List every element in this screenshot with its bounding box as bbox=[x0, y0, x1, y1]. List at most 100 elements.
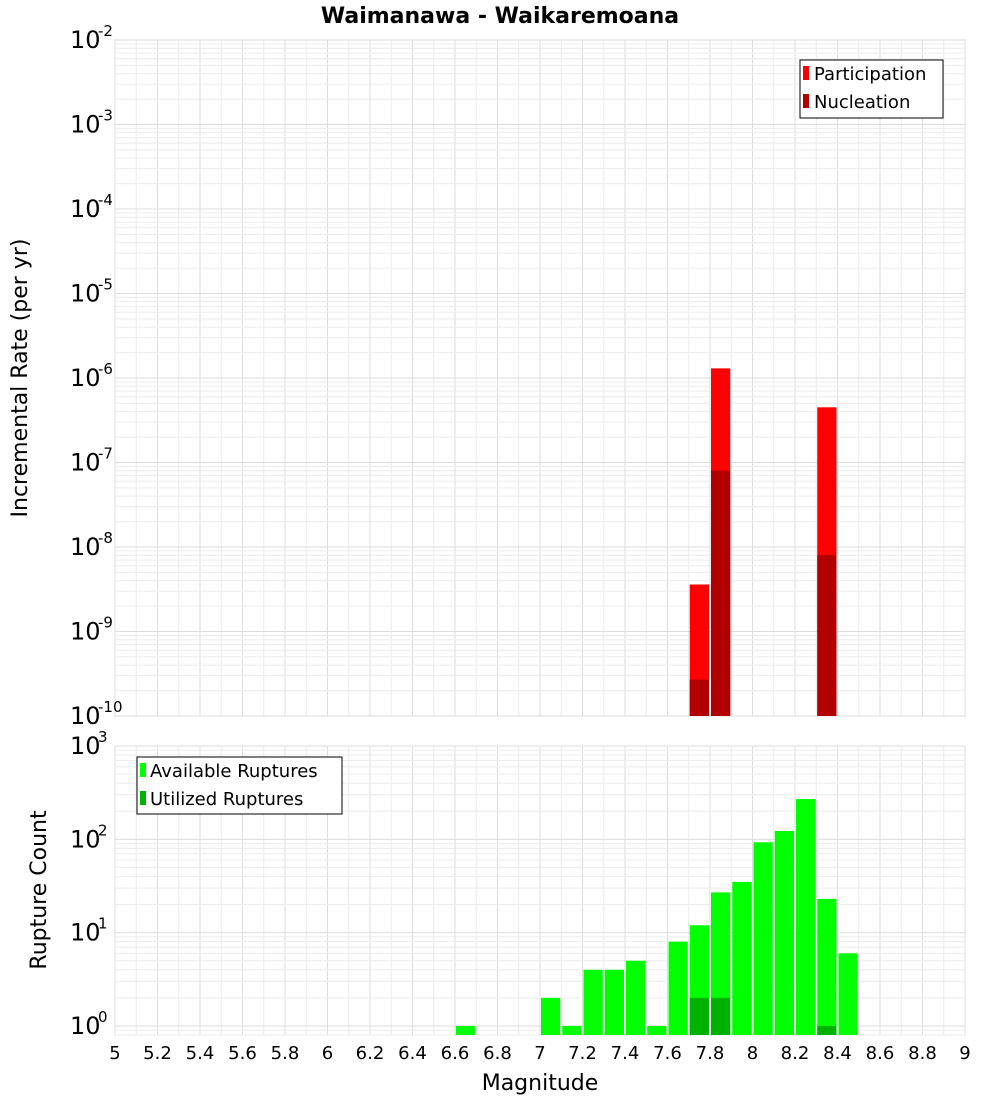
x-tick-label: 7 bbox=[534, 1043, 545, 1064]
bar-available-ruptures bbox=[796, 799, 816, 1035]
y-tick: 10-4 bbox=[70, 191, 113, 223]
chart-title: Waimanawa - Waikaremoana bbox=[321, 4, 679, 29]
legend-swatch-utilized bbox=[140, 791, 146, 805]
top-y-axis-label: Incremental Rate (per yr) bbox=[8, 239, 33, 518]
y-tick-base: 10 bbox=[70, 449, 101, 477]
bar-available-ruptures bbox=[732, 881, 752, 1035]
y-tick: 10-2 bbox=[70, 22, 113, 54]
y-tick-base: 10 bbox=[70, 364, 101, 392]
x-tick-label: 5.4 bbox=[186, 1043, 215, 1064]
y-tick: 10-5 bbox=[70, 276, 113, 308]
x-tick-label: 7.2 bbox=[568, 1043, 597, 1064]
bar-available-ruptures bbox=[647, 1025, 667, 1035]
x-tick-label: 8.4 bbox=[823, 1043, 852, 1064]
legend-swatch-nucleation bbox=[803, 94, 809, 108]
x-ticks: 5 5.2 5.4 5.6 5.8 6 6.2 6.4 6.6 6.8 7 7.2 7.4 7.6 7.8 8… bbox=[109, 1043, 970, 1064]
x-tick-label: 8.8 bbox=[908, 1043, 937, 1064]
x-tick-label: 8.6 bbox=[866, 1043, 895, 1064]
y-tick: 103 bbox=[70, 728, 108, 760]
x-tick-label: 6.2 bbox=[356, 1043, 385, 1064]
bar-available-ruptures bbox=[626, 960, 646, 1035]
y-tick-exponent: 0 bbox=[98, 1008, 108, 1026]
y-tick: 10-8 bbox=[70, 529, 113, 561]
y-tick-base: 10 bbox=[70, 1012, 101, 1040]
bottom-legend-box bbox=[136, 756, 343, 815]
y-tick-base: 10 bbox=[70, 26, 101, 54]
x-tick-label: 6.4 bbox=[398, 1043, 427, 1064]
bar-utilized-ruptures bbox=[689, 997, 709, 1035]
y-tick: 100 bbox=[70, 1008, 108, 1040]
bar-available-ruptures bbox=[604, 969, 624, 1035]
y-tick-base: 10 bbox=[70, 111, 101, 139]
y-tick-base: 10 bbox=[70, 195, 101, 223]
y-tick: 101 bbox=[70, 915, 108, 947]
bar-available-ruptures bbox=[562, 1025, 582, 1035]
legend-label-nucleation: Nucleation bbox=[814, 92, 910, 113]
x-tick-label: 6.6 bbox=[441, 1043, 470, 1064]
y-tick-exponent: -6 bbox=[98, 360, 113, 378]
y-tick: 102 bbox=[70, 821, 108, 853]
y-tick-base: 10 bbox=[70, 280, 101, 308]
y-tick-base: 10 bbox=[70, 618, 101, 646]
bar-available-ruptures bbox=[583, 969, 603, 1035]
bottom-bars bbox=[456, 799, 858, 1035]
bottom-legend: Available Ruptures Utilized Ruptures bbox=[136, 756, 343, 815]
x-tick-label: 5.6 bbox=[228, 1043, 257, 1064]
top-panel: 10-210-310-410-510-610-710-810-910-10 In… bbox=[8, 22, 966, 730]
y-tick-base: 10 bbox=[70, 702, 101, 730]
y-tick: 10-7 bbox=[70, 445, 113, 477]
x-tick-label: 7.4 bbox=[611, 1043, 640, 1064]
top-grid bbox=[114, 39, 966, 717]
y-tick: 10-9 bbox=[70, 614, 113, 646]
x-axis-label: Magnitude bbox=[482, 1071, 599, 1096]
x-tick-label: 5 bbox=[109, 1043, 120, 1064]
x-tick-label: 6.8 bbox=[483, 1043, 512, 1064]
y-tick-exponent: -5 bbox=[98, 276, 113, 294]
bar-available-ruptures bbox=[817, 898, 837, 1035]
bar-nucleation bbox=[817, 555, 837, 716]
bar-available-ruptures bbox=[774, 830, 794, 1035]
y-tick-exponent: -9 bbox=[98, 614, 113, 632]
y-tick: 10-3 bbox=[70, 107, 113, 139]
bottom-y-axis-label: Rupture Count bbox=[27, 810, 52, 970]
y-tick-exponent: -10 bbox=[98, 698, 123, 716]
y-tick-exponent: 3 bbox=[98, 728, 108, 746]
top-y-ticks: 10-210-310-410-510-610-710-810-910-10 bbox=[70, 22, 123, 730]
top-bars bbox=[689, 368, 837, 716]
y-tick-base: 10 bbox=[70, 919, 101, 947]
top-legend-box bbox=[799, 59, 944, 119]
x-tick-label: 7.8 bbox=[696, 1043, 725, 1064]
legend-label-utilized: Utilized Ruptures bbox=[150, 789, 303, 810]
y-tick-base: 10 bbox=[70, 533, 101, 561]
legend-swatch-participation bbox=[803, 66, 809, 80]
y-tick-exponent: -3 bbox=[98, 107, 113, 125]
y-tick-exponent: -2 bbox=[98, 22, 113, 40]
x-tick-label: 9 bbox=[959, 1043, 970, 1064]
y-tick-exponent: -7 bbox=[98, 445, 113, 463]
y-tick-exponent: -8 bbox=[98, 529, 113, 547]
bar-utilized-ruptures bbox=[711, 997, 731, 1035]
x-tick-label: 8 bbox=[747, 1043, 758, 1064]
bar-available-ruptures bbox=[456, 1025, 476, 1035]
bar-nucleation bbox=[689, 679, 709, 716]
x-tick-label: 5.2 bbox=[143, 1043, 172, 1064]
legend-label-available: Available Ruptures bbox=[150, 761, 318, 782]
x-tick-label: 6 bbox=[322, 1043, 333, 1064]
bar-available-ruptures bbox=[838, 953, 858, 1035]
x-tick-label: 5.8 bbox=[271, 1043, 300, 1064]
y-tick: 10-6 bbox=[70, 360, 113, 392]
bar-available-ruptures bbox=[753, 842, 773, 1035]
legend-label-participation: Participation bbox=[814, 64, 926, 85]
bar-available-ruptures bbox=[668, 941, 688, 1035]
x-tick-label: 8.2 bbox=[781, 1043, 810, 1064]
x-tick-label: 7.6 bbox=[653, 1043, 682, 1064]
y-tick: 10-10 bbox=[70, 698, 123, 730]
y-tick-base: 10 bbox=[70, 732, 101, 760]
bar-utilized-ruptures bbox=[817, 1025, 837, 1035]
legend-swatch-available bbox=[140, 763, 146, 777]
y-tick-exponent: 2 bbox=[98, 821, 108, 839]
bar-available-ruptures bbox=[541, 997, 561, 1035]
